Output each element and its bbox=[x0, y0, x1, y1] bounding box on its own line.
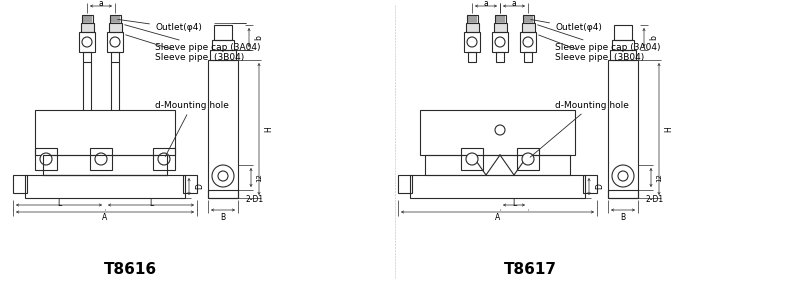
Bar bbox=[466, 23, 479, 32]
Bar bbox=[107, 32, 123, 52]
Bar bbox=[495, 15, 506, 23]
Bar bbox=[81, 23, 94, 32]
Bar bbox=[523, 15, 534, 23]
Circle shape bbox=[467, 37, 477, 47]
Circle shape bbox=[495, 125, 505, 135]
Bar bbox=[464, 32, 480, 52]
Bar bbox=[183, 175, 197, 193]
Text: b: b bbox=[254, 35, 263, 40]
Circle shape bbox=[82, 37, 92, 47]
Bar bbox=[110, 15, 121, 23]
Bar bbox=[90, 148, 112, 170]
Bar bbox=[25, 175, 185, 198]
Circle shape bbox=[612, 165, 634, 187]
Text: 12: 12 bbox=[656, 173, 662, 182]
Text: Sleeve pipe  (3B04): Sleeve pipe (3B04) bbox=[538, 35, 644, 63]
Bar bbox=[467, 15, 478, 23]
Text: B: B bbox=[621, 213, 626, 222]
Text: T8616: T8616 bbox=[103, 263, 157, 278]
Bar bbox=[610, 50, 636, 60]
Bar bbox=[461, 148, 483, 170]
Bar bbox=[35, 110, 175, 155]
Bar bbox=[208, 190, 238, 198]
Bar bbox=[494, 23, 507, 32]
Bar bbox=[420, 110, 575, 155]
Text: H: H bbox=[264, 126, 273, 132]
Bar bbox=[83, 52, 91, 62]
Circle shape bbox=[522, 153, 534, 165]
Bar bbox=[210, 50, 236, 60]
Text: Outlet(φ4): Outlet(φ4) bbox=[530, 20, 602, 33]
Text: d-Mounting hole: d-Mounting hole bbox=[530, 100, 629, 157]
Bar bbox=[111, 52, 119, 62]
Text: Outlet(φ4): Outlet(φ4) bbox=[118, 20, 202, 33]
Text: b: b bbox=[649, 35, 658, 40]
Text: Sleeve pipe cap (3A04): Sleeve pipe cap (3A04) bbox=[125, 25, 261, 53]
Bar bbox=[468, 52, 476, 62]
Circle shape bbox=[218, 171, 228, 181]
Bar bbox=[522, 23, 535, 32]
Text: 12: 12 bbox=[256, 173, 262, 182]
Bar bbox=[398, 175, 412, 193]
Bar bbox=[425, 155, 570, 175]
Text: A: A bbox=[495, 213, 500, 222]
Bar bbox=[524, 52, 532, 62]
Text: H: H bbox=[664, 126, 673, 132]
Text: a: a bbox=[484, 0, 488, 8]
Bar bbox=[520, 32, 536, 52]
Bar bbox=[82, 15, 93, 23]
Bar bbox=[608, 190, 638, 198]
Circle shape bbox=[95, 153, 107, 165]
Bar bbox=[13, 175, 27, 193]
Bar bbox=[214, 25, 232, 40]
Circle shape bbox=[40, 153, 52, 165]
Circle shape bbox=[466, 153, 478, 165]
Text: a: a bbox=[512, 0, 516, 8]
Circle shape bbox=[212, 165, 234, 187]
Text: L: L bbox=[512, 198, 516, 207]
Bar bbox=[517, 148, 539, 170]
Text: D: D bbox=[595, 184, 604, 189]
Circle shape bbox=[495, 37, 505, 47]
Text: T8617: T8617 bbox=[503, 263, 557, 278]
Text: A: A bbox=[102, 213, 108, 222]
Bar bbox=[208, 60, 238, 198]
Bar bbox=[410, 175, 585, 198]
Bar bbox=[608, 60, 638, 198]
Text: D: D bbox=[195, 184, 204, 189]
Bar bbox=[492, 32, 508, 52]
Bar bbox=[109, 23, 122, 32]
Text: B: B bbox=[221, 213, 226, 222]
Bar bbox=[583, 175, 597, 193]
Circle shape bbox=[110, 37, 120, 47]
Text: 2-D1: 2-D1 bbox=[246, 196, 264, 205]
Text: L: L bbox=[149, 198, 153, 207]
Bar bbox=[79, 32, 95, 52]
Bar bbox=[612, 40, 634, 50]
Circle shape bbox=[523, 37, 533, 47]
Bar bbox=[614, 25, 632, 40]
Bar bbox=[153, 148, 175, 170]
Bar bbox=[35, 148, 57, 170]
Circle shape bbox=[158, 153, 170, 165]
Circle shape bbox=[618, 171, 628, 181]
Text: Sleeve pipe cap (3A04): Sleeve pipe cap (3A04) bbox=[538, 25, 661, 53]
Text: Sleeve pipe  (3B04): Sleeve pipe (3B04) bbox=[126, 35, 244, 63]
Text: d-Mounting hole: d-Mounting hole bbox=[155, 100, 229, 156]
Text: L: L bbox=[57, 198, 61, 207]
Bar bbox=[496, 52, 504, 62]
Text: 2-D1: 2-D1 bbox=[646, 196, 664, 205]
Text: a: a bbox=[98, 0, 103, 8]
Bar bbox=[43, 155, 167, 175]
Bar bbox=[212, 40, 234, 50]
